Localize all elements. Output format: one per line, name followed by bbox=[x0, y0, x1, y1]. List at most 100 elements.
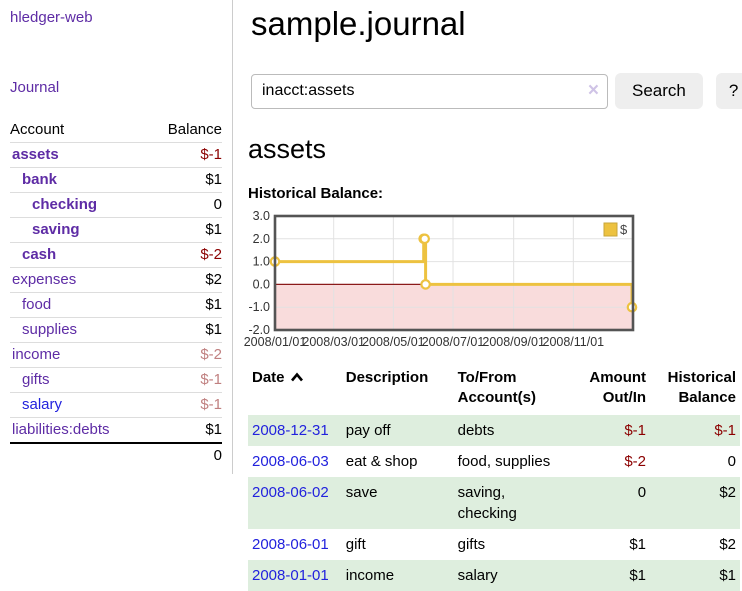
y-tick-label: -1.0 bbox=[248, 300, 270, 314]
search-button[interactable]: Search bbox=[615, 73, 703, 109]
register-accounts: food, supplies bbox=[457, 452, 551, 470]
help-button[interactable]: ? bbox=[715, 73, 742, 109]
register-accounts: debts bbox=[457, 414, 590, 446]
account-row: gifts $-1 bbox=[10, 367, 222, 393]
accounts-header-account: Account bbox=[10, 121, 65, 138]
register-amount: 0 bbox=[589, 476, 661, 529]
plot-border bbox=[273, 214, 635, 332]
register-balance: $1 bbox=[660, 559, 740, 591]
register-description: pay off bbox=[345, 414, 458, 446]
register-accounts: saving, checking bbox=[457, 476, 590, 529]
register-accounts: salary bbox=[457, 559, 590, 591]
register-date: 2008-06-02 bbox=[248, 476, 346, 529]
account-link[interactable]: liabilities:debts bbox=[12, 421, 110, 438]
y-tick-label: 1.0 bbox=[253, 255, 270, 269]
register-description: eat & shop bbox=[345, 452, 418, 470]
account-link[interactable]: assets bbox=[12, 146, 59, 163]
register-date-link[interactable]: 2008-06-02 bbox=[252, 483, 329, 501]
account-row: bank $1 bbox=[10, 167, 222, 193]
y-tick-label: 0.0 bbox=[253, 277, 270, 291]
account-balance: 0 bbox=[147, 192, 222, 218]
x-tick-label: 2008/07/01 bbox=[422, 335, 485, 349]
account-balance: $2 bbox=[147, 267, 222, 293]
register-date-link[interactable]: 2008-06-03 bbox=[252, 452, 329, 470]
account-link[interactable]: saving bbox=[32, 221, 80, 238]
register-date-link[interactable]: 2008-12-31 bbox=[252, 421, 329, 439]
data-point-marker bbox=[419, 233, 430, 245]
register-header-balance: Historical Balance bbox=[667, 369, 736, 407]
account-link[interactable]: income bbox=[12, 346, 61, 363]
account-balance: $-1 bbox=[147, 392, 222, 418]
app-title-link[interactable]: hledger-web bbox=[10, 9, 93, 26]
register-date: 2008-12-31 bbox=[248, 414, 346, 446]
sort-ascending-icon bbox=[290, 372, 303, 382]
register-balance: $-1 bbox=[660, 414, 740, 446]
x-tick-label: 2008/03/01 bbox=[302, 335, 365, 349]
register-row: 2008-06-03 eat & shop food, supplies $-2 0 bbox=[248, 446, 740, 477]
account-row: checking 0 bbox=[10, 192, 222, 218]
register-date-link[interactable]: 2008-01-01 bbox=[252, 566, 329, 584]
register-table-body: 2008-12-31 pay off debts $-1 $-1 2008-06-03 ea… bbox=[248, 414, 740, 591]
register-header-row: Date Description To/From Account(s) Amou… bbox=[248, 366, 740, 415]
accounts-table: Account Balance assets $-1 bank $1 checking 0… bbox=[10, 118, 222, 468]
legend-swatch bbox=[603, 222, 618, 237]
x-tick-label: 2008/11/01 bbox=[543, 335, 605, 349]
account-balance: $1 bbox=[147, 317, 222, 343]
search-input[interactable] bbox=[251, 73, 608, 109]
register-amount: $-2 bbox=[624, 452, 647, 470]
accounts-table-body: assets $-1 bank $1 checking 0 saving $1 cash $-2 e… bbox=[10, 142, 222, 468]
register-amount: $1 bbox=[589, 559, 661, 591]
x-tick-label: 2008/05/01 bbox=[362, 335, 425, 349]
account-heading: assets bbox=[248, 134, 327, 164]
account-balance: $1 bbox=[147, 217, 222, 243]
clear-search-icon[interactable]: × bbox=[587, 79, 599, 101]
account-row: liabilities:debts $1 bbox=[10, 417, 222, 443]
sidebar-item-journal[interactable]: Journal bbox=[10, 79, 60, 96]
account-row: salary $-1 bbox=[10, 392, 222, 418]
balance-chart-svg: $3.0 2.0 1.0 0.0 -1.0 -2.02008/01/012008/03/0… bbox=[244, 209, 638, 349]
account-balance: $1 bbox=[147, 417, 222, 443]
account-balance: $1 bbox=[147, 292, 222, 318]
page-title: sample.journal bbox=[251, 5, 466, 42]
account-link[interactable]: expenses bbox=[12, 271, 77, 288]
account-link[interactable]: bank bbox=[22, 171, 58, 188]
register-header-account: To/From Account(s) bbox=[457, 369, 536, 407]
register-row: 2008-12-31 pay off debts $-1 $-1 bbox=[248, 414, 740, 446]
register-table: Date Description To/From Account(s) Amou… bbox=[248, 366, 740, 591]
search-box: × bbox=[251, 73, 608, 109]
register-accounts: gifts bbox=[457, 535, 486, 553]
account-link[interactable]: checking bbox=[32, 196, 98, 213]
register-header-date-label: Date bbox=[252, 369, 285, 386]
x-tick-label: 2008/09/01 bbox=[482, 335, 545, 349]
register-header-date[interactable]: Date bbox=[248, 366, 346, 415]
account-balance: $1 bbox=[147, 167, 222, 193]
register-row: 2008-06-02 save saving, checking 0 $2 bbox=[248, 476, 740, 529]
account-balance: $-2 bbox=[147, 342, 222, 368]
x-tick-label: 2008/01/01 bbox=[244, 335, 307, 349]
chart-title: Historical Balance: bbox=[248, 185, 384, 202]
register-description: save bbox=[345, 476, 458, 529]
account-row: cash $-2 bbox=[10, 242, 222, 268]
account-link[interactable]: salary bbox=[22, 396, 63, 413]
register-balance: 0 bbox=[727, 452, 736, 470]
register-date: 2008-06-03 bbox=[248, 446, 346, 477]
register-date: 2008-06-01 bbox=[248, 529, 346, 560]
accounts-total-row: 0 bbox=[10, 442, 222, 468]
account-link[interactable]: cash bbox=[22, 246, 57, 263]
register-row: 2008-01-01 income salary $1 $1 bbox=[248, 559, 740, 591]
account-row: saving $1 bbox=[10, 217, 222, 243]
account-row: supplies $1 bbox=[10, 317, 222, 343]
accounts-header-balance: Balance bbox=[167, 121, 222, 138]
account-link[interactable]: gifts bbox=[22, 371, 50, 388]
account-link[interactable]: supplies bbox=[22, 321, 78, 338]
account-link[interactable]: food bbox=[22, 296, 52, 313]
account-row: income $-2 bbox=[10, 342, 222, 368]
register-description: income bbox=[345, 559, 458, 591]
register-amount: $-1 bbox=[589, 414, 661, 446]
y-tick-label: 2.0 bbox=[253, 232, 270, 246]
y-tick-label: 3.0 bbox=[253, 209, 270, 223]
y-tick-label: -2.0 bbox=[248, 323, 270, 337]
register-date-link[interactable]: 2008-06-01 bbox=[252, 535, 329, 553]
sidebar: hledger-web Journal Account Balance asse… bbox=[0, 0, 233, 474]
account-balance: $-1 bbox=[147, 367, 222, 393]
